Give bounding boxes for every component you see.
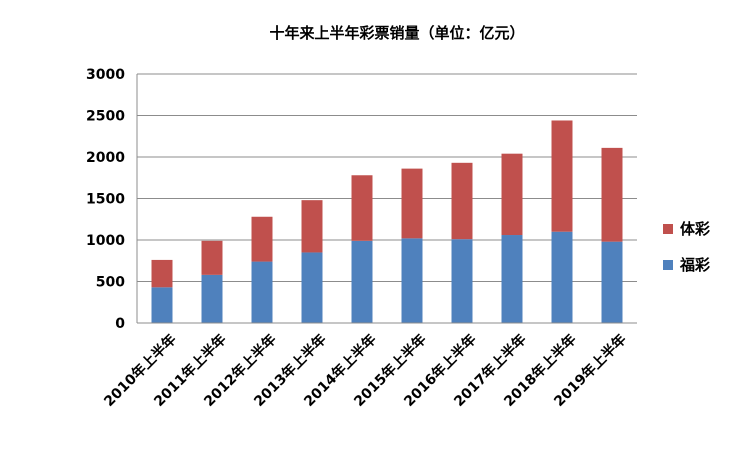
y-tick-label: 500 <box>96 275 125 291</box>
bar-福彩 <box>501 235 523 323</box>
chart-title: 十年来上半年彩票销量（单位：亿元） <box>269 24 524 42</box>
bar-体彩 <box>601 147 623 242</box>
bar-福彩 <box>401 238 423 323</box>
bar-体彩 <box>301 200 323 253</box>
legend-label-福彩: 福彩 <box>679 256 710 274</box>
legend-swatch-福彩 <box>663 260 673 270</box>
bar-体彩 <box>551 120 573 232</box>
bar-体彩 <box>151 259 173 288</box>
bar-体彩 <box>351 175 373 241</box>
y-tick-label: 2500 <box>86 109 125 125</box>
bar-福彩 <box>201 274 223 323</box>
bar-福彩 <box>251 261 273 323</box>
bar-福彩 <box>151 287 173 323</box>
y-tick-label: 0 <box>115 316 125 332</box>
bar-体彩 <box>501 153 523 236</box>
bars <box>151 120 623 323</box>
y-tick-label: 2000 <box>86 150 125 166</box>
bar-福彩 <box>351 240 373 323</box>
bar-福彩 <box>551 231 573 323</box>
y-tick-label: 1500 <box>86 192 125 208</box>
y-tick-label: 1000 <box>86 233 125 249</box>
legend-swatch-体彩 <box>663 224 673 234</box>
bar-体彩 <box>401 168 423 239</box>
bar-福彩 <box>451 239 473 323</box>
legend-label-体彩: 体彩 <box>680 220 710 238</box>
y-tick-label: 3000 <box>86 67 125 83</box>
bar-体彩 <box>451 162 473 240</box>
bar-体彩 <box>201 240 223 275</box>
bar-体彩 <box>251 216 273 262</box>
bar-福彩 <box>601 241 623 323</box>
bar-福彩 <box>301 252 323 323</box>
